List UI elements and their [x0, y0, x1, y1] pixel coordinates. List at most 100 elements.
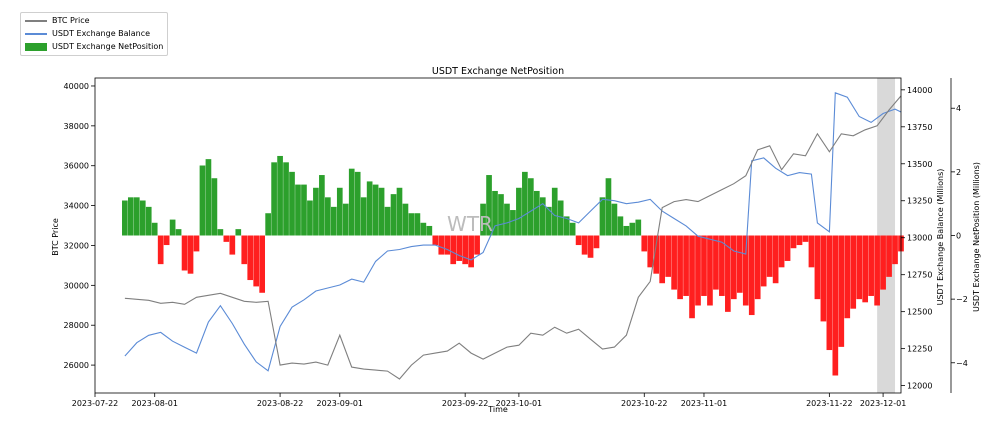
y-right1-tick-label: 12750: [907, 271, 932, 280]
netposition-bar: [408, 213, 415, 236]
usdt-balance-layer: [124, 92, 902, 372]
netposition-bar: [772, 235, 779, 284]
netposition-bar: [241, 235, 248, 265]
highlight-span-layer: [877, 78, 896, 393]
netposition-bar: [187, 235, 194, 274]
legend-swatch-netposition: [25, 43, 47, 51]
netposition-bar: [450, 235, 457, 265]
netposition-bar: [366, 181, 373, 236]
netposition-bar: [522, 171, 528, 236]
netposition-bar: [814, 235, 821, 300]
y-right1-tick-label: 13750: [907, 123, 932, 132]
netposition-bar: [862, 235, 869, 303]
netposition-bar: [325, 197, 331, 236]
netposition-bar: [456, 235, 463, 261]
netposition-bar: [205, 159, 212, 236]
netposition-bar: [289, 171, 295, 236]
y-left-tick-label: 28000: [64, 321, 89, 330]
netposition-bar: [175, 229, 182, 236]
netposition-bar: [754, 235, 761, 300]
netposition-bar: [390, 194, 397, 236]
legend: BTC Price USDT Exchange Balance USDT Exc…: [20, 12, 168, 56]
netposition-bar: [671, 235, 677, 290]
netposition-bar: [426, 225, 433, 236]
y-left-tick-label: 36000: [64, 162, 89, 171]
netposition-bar: [193, 235, 200, 252]
x-tick-label: 2023-07-22: [72, 399, 119, 408]
y-left-tick-label: 26000: [64, 361, 89, 370]
netposition-bar: [545, 206, 552, 236]
netposition-bar: [629, 222, 636, 236]
netposition-bar: [742, 235, 749, 306]
netposition-bar: [886, 235, 892, 277]
netposition-bar: [157, 235, 164, 265]
netposition-bar: [605, 178, 612, 236]
y-right2-tick-label: −4: [956, 359, 968, 368]
netposition-bar: [551, 187, 558, 236]
netposition-bar: [725, 235, 731, 312]
netposition-bar: [360, 197, 367, 236]
netposition-bar: [856, 235, 863, 300]
netposition-bar: [504, 203, 510, 236]
netposition-bar: [695, 235, 701, 306]
netposition-bar: [641, 235, 648, 252]
netposition-bar: [420, 222, 427, 236]
legend-swatch-usdt-balance: [25, 33, 47, 35]
y-right2-tick-label: 4: [956, 104, 961, 113]
y-axis-label-usdt-balance: USDT Exchange Balance (Millions): [936, 169, 945, 306]
netposition-bar: [599, 197, 606, 236]
netposition-bar: [874, 235, 880, 306]
netposition-bar: [181, 235, 188, 271]
netposition-bar: [516, 187, 522, 236]
netposition-bar: [384, 206, 391, 236]
netposition-bar: [617, 216, 624, 236]
netposition-bar: [336, 187, 343, 236]
netposition-bar: [790, 235, 797, 249]
plot-frame: [94, 77, 902, 394]
netposition-bars-layer: [122, 155, 904, 376]
y-right2-tick-label: 0: [956, 232, 961, 241]
netposition-bar: [892, 235, 898, 265]
netposition-bar: [850, 235, 857, 309]
netposition-bar: [557, 200, 564, 236]
netposition-bar: [139, 200, 146, 236]
y-left-tick-label: 30000: [64, 281, 89, 290]
netposition-bar: [689, 235, 695, 319]
netposition-bar: [199, 165, 206, 236]
netposition-bar: [838, 235, 845, 347]
netposition-bar: [826, 235, 833, 351]
netposition-bar: [211, 178, 218, 236]
x-tick-label: 2023-09-01: [317, 399, 364, 408]
axis-ticks-layer: 2023-07-22 2023-08-01 2023-08-22 2023-09-01…: [64, 82, 968, 408]
y-axis-label-netposition: USDT Exchange NetPosition (Millions): [972, 162, 981, 312]
y-right1-tick-label: 12000: [907, 382, 932, 391]
legend-label-usdt-balance: USDT Exchange Balance: [52, 29, 151, 38]
netposition-bar: [569, 222, 576, 236]
y-right2-tick-label: −2: [956, 295, 968, 304]
netposition-bar: [575, 235, 582, 246]
x-tick-label: 2023-10-01: [496, 399, 543, 408]
netposition-bar: [229, 235, 236, 255]
y-right1-tick-label: 13250: [907, 197, 932, 206]
x-tick-label: 2023-11-01: [681, 399, 728, 408]
netposition-bar: [701, 235, 707, 296]
netposition-bar: [868, 235, 874, 296]
netposition-bar: [438, 235, 445, 255]
y-right1-tick-label: 13000: [907, 234, 932, 243]
netposition-bar: [719, 235, 725, 296]
chart-title: USDT Exchange NetPosition: [432, 66, 564, 77]
netposition-bar: [396, 187, 403, 236]
netposition-bar: [372, 184, 379, 236]
netposition-bar: [713, 235, 719, 290]
y-right1-tick-label: 12500: [907, 308, 932, 317]
netposition-bar: [330, 206, 337, 236]
netposition-bar: [808, 235, 815, 268]
netposition-bar: [563, 216, 570, 236]
netposition-bar: [647, 235, 654, 268]
y-right2-tick-label: 2: [956, 168, 961, 177]
netposition-bar: [414, 213, 421, 236]
x-axis-label: Time: [487, 405, 508, 414]
netposition-bar: [528, 178, 534, 236]
netposition-bar: [295, 184, 301, 236]
